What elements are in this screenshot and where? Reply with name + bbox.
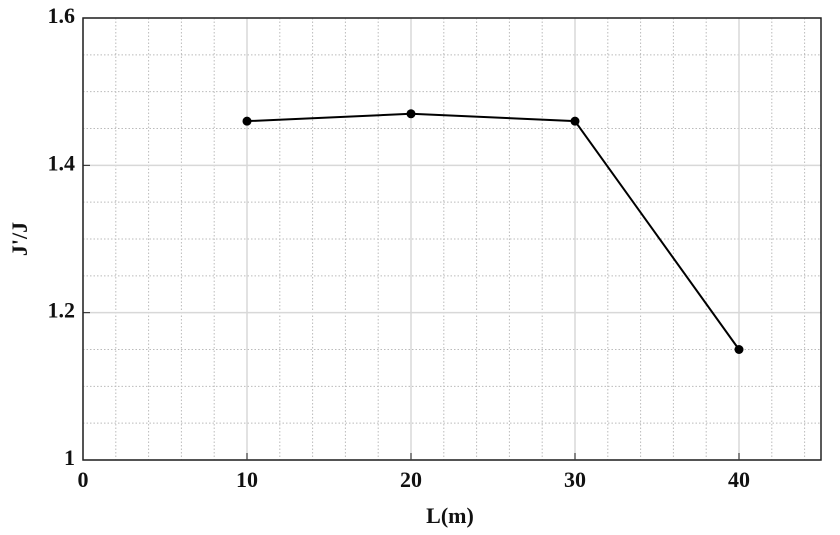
x-tick-label: 30	[564, 467, 586, 492]
data-point	[570, 116, 580, 126]
x-axis-label: L(m)	[426, 503, 474, 528]
x-tick-label: 20	[400, 467, 422, 492]
y-tick-label: 1	[64, 445, 75, 470]
y-tick-label: 1.2	[48, 298, 76, 323]
data-line	[246, 112, 740, 351]
y-axis-label: J'/J	[7, 222, 32, 256]
data-point	[242, 116, 252, 126]
y-tick-label: 1.6	[48, 3, 76, 28]
data-point	[406, 109, 416, 119]
x-tick-label: 10	[236, 467, 258, 492]
x-tick-label: 40	[728, 467, 750, 492]
data-point	[734, 345, 744, 354]
y-tick-label: 1.4	[48, 150, 76, 175]
x-tick-label: 0	[78, 467, 89, 492]
axes-box	[82, 17, 822, 461]
